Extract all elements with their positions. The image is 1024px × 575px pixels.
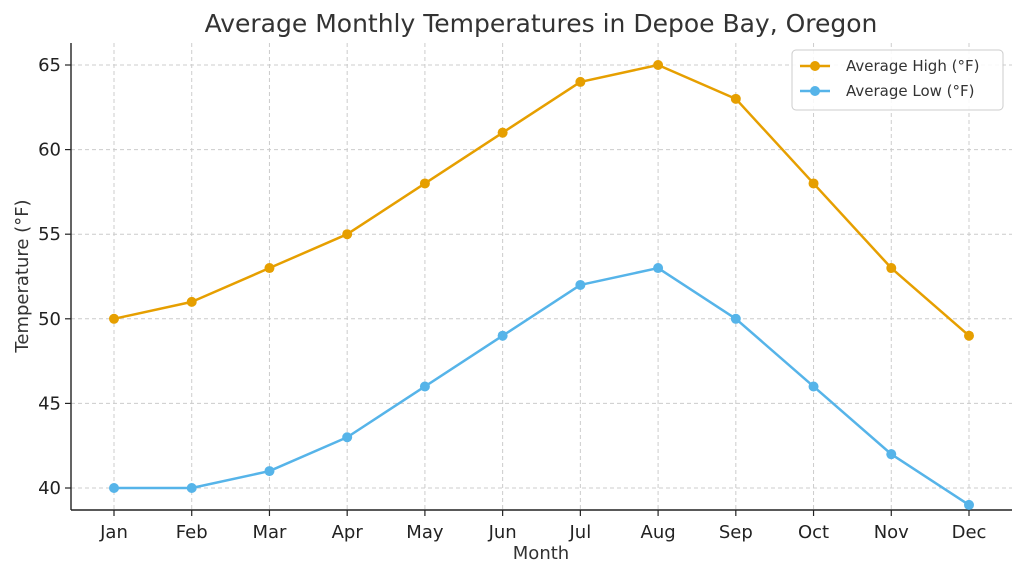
x-tick-label: Nov — [874, 522, 909, 543]
x-tick-label: Mar — [252, 522, 287, 543]
data-point-low — [264, 466, 275, 477]
y-tick-label: 60 — [38, 140, 61, 161]
x-tick-label: Feb — [176, 522, 208, 543]
data-point-high — [186, 296, 197, 307]
y-tick-label: 45 — [38, 393, 61, 414]
data-point-low — [186, 483, 197, 494]
y-tick-label: 40 — [38, 478, 61, 499]
data-point-high — [653, 59, 664, 70]
legend-low-label: Average Low (°F) — [846, 82, 975, 100]
data-point-low — [342, 432, 353, 443]
chart-title: Average Monthly Temperatures in Depoe Ba… — [205, 9, 878, 38]
data-point-low — [886, 449, 897, 460]
data-point-high — [109, 313, 119, 324]
y-axis-label: Temperature (°F) — [12, 199, 33, 353]
x-axis-label: Month — [513, 543, 569, 564]
data-point-high — [964, 330, 974, 341]
data-point-high — [342, 229, 353, 240]
x-tick-label: Aug — [641, 522, 676, 543]
data-point-low — [109, 483, 119, 494]
y-tick-label: 65 — [38, 55, 61, 76]
x-tick-label: Oct — [798, 522, 829, 543]
data-point-low — [730, 313, 741, 324]
data-point-high — [264, 263, 275, 274]
y-tick-label: 55 — [38, 224, 61, 245]
data-point-low — [964, 499, 974, 510]
data-point-low — [575, 279, 586, 290]
data-point-high — [575, 76, 586, 87]
x-tick-label: Sep — [719, 522, 753, 543]
axes — [70, 43, 1012, 511]
legend: Average High (°F) Average Low (°F) — [791, 49, 1004, 111]
data-point-high — [419, 178, 430, 189]
data-point-low — [497, 330, 508, 341]
x-tick-label: Apr — [332, 522, 364, 543]
x-tick-label: Jun — [488, 522, 517, 543]
x-tick-label: Dec — [952, 522, 987, 543]
data-point-low — [808, 381, 819, 392]
data-point-low — [653, 263, 664, 274]
ticks: Jan Feb Mar Apr May Jun Jul Aug Sep Oct Nov Dec 40 45… — [38, 55, 986, 543]
y-tick-label: 50 — [38, 309, 61, 330]
series — [109, 59, 974, 510]
series-line-low — [112, 266, 971, 507]
legend-high-label: Average High (°F) — [846, 57, 979, 75]
data-point-high — [808, 178, 819, 189]
data-point-high — [886, 263, 897, 274]
data-point-high — [497, 127, 508, 138]
legend-high-marker — [810, 61, 820, 71]
data-point-low — [419, 381, 430, 392]
grid — [71, 43, 1012, 510]
x-tick-label: Jul — [569, 522, 592, 543]
legend-low-marker — [810, 86, 820, 96]
data-point-high — [730, 93, 741, 104]
x-tick-label: May — [406, 522, 444, 543]
legend-box — [791, 49, 1004, 111]
series-line-high — [112, 63, 971, 337]
x-tick-label: Jan — [99, 522, 128, 543]
